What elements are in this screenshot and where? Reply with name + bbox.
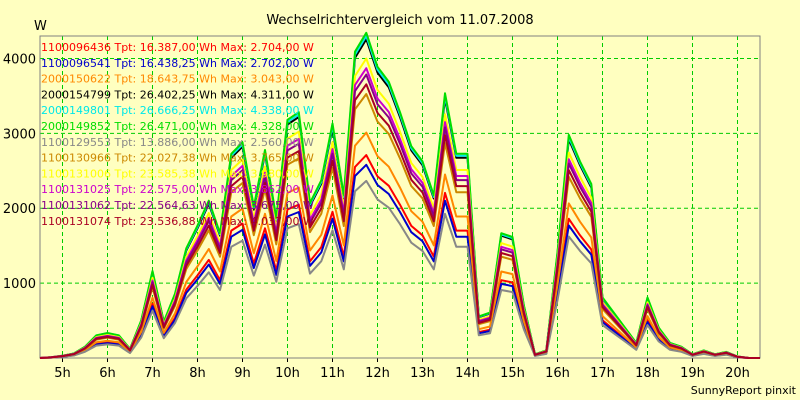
x-tick-label-6h: 6h <box>99 366 116 381</box>
x-tick-label-19h: 19h <box>680 366 705 381</box>
y-tick-label-2000: 2000 <box>3 202 36 217</box>
x-tick-label-7h: 7h <box>144 366 161 381</box>
legend-entry-2000149801: 2000149801 Tpt: 26.666,25 Wh Max: 4.338,… <box>41 104 314 117</box>
legend-entry-1100131025: 1100131025 Tpt: 22.575,00 Wh Max: 3.862,… <box>41 183 314 196</box>
x-tick-label-13h: 13h <box>410 366 435 381</box>
x-tick-label-15h: 15h <box>500 366 525 381</box>
x-tick-label-14h: 14h <box>455 366 480 381</box>
y-tick-label-4000: 4000 <box>3 52 36 67</box>
legend-entry-2000149852: 2000149852 Tpt: 26.471,00 Wh Max: 4.328,… <box>41 120 314 133</box>
credit-label: SunnyReport pinxit <box>691 384 797 397</box>
x-tick-label-12h: 12h <box>365 366 390 381</box>
legend-entry-1100096436: 1100096436 Tpt: 16.387,00 Wh Max: 2.704,… <box>41 41 314 54</box>
x-tick-label-11h: 11h <box>320 366 345 381</box>
plot-frame <box>39 35 761 359</box>
x-tick-label-5h: 5h <box>54 366 71 381</box>
x-tick-label-18h: 18h <box>635 366 660 381</box>
x-tick-label-10h: 10h <box>275 366 300 381</box>
x-tick-label-17h: 17h <box>590 366 615 381</box>
legend-entry-1100096541: 1100096541 Tpt: 16.438,25 Wh Max: 2.702,… <box>41 57 314 70</box>
legend: 1100096436 Tpt: 16.387,00 Wh Max: 2.704,… <box>41 41 314 228</box>
legend-entry-1100129553: 1100129553 Tpt: 13.886,00 Wh Max: 2.560,… <box>41 136 314 149</box>
x-tick-label-8h: 8h <box>189 366 206 381</box>
series-line-1100129553 <box>39 179 760 359</box>
x-axis-ticks: 5h 6h 7h 8h 9h 10h 11h 12h 13h 14h 15h 16h 17h 18h 19h… <box>54 366 750 381</box>
legend-entry-2000154799: 2000154799 Tpt: 26.402,25 Wh Max: 4.311,… <box>41 88 314 101</box>
y-axis-ticks: 1000 2000 3000 4000 <box>3 52 36 292</box>
series-line-2000150622 <box>39 131 760 359</box>
chart-title: Wechselrichtervergleich vom 11.07.2008 <box>266 13 533 28</box>
legend-entry-1100130966: 1100130966 Tpt: 22.027,38 Wh Max: 3.765,… <box>41 152 314 165</box>
y-tick-label-1000: 1000 <box>3 277 36 292</box>
y-tick-label-3000: 3000 <box>3 127 36 142</box>
x-tick-label-9h: 9h <box>234 366 251 381</box>
legend-entry-1100131074: 1100131074 Tpt: 23.536,88 Wh Max: 4.037,… <box>41 215 314 228</box>
x-tick-label-20h: 20h <box>725 366 750 381</box>
legend-entry-1100131062: 1100131062 Tpt: 22.564,63 Wh Max: 3.675,… <box>41 199 314 212</box>
y-axis-unit: W <box>34 19 47 34</box>
series-layer <box>39 31 760 359</box>
legend-entry-2000150622: 2000150622 Tpt: 18.643,75 Wh Max: 3.043,… <box>41 73 314 86</box>
x-tick-label-16h: 16h <box>545 366 570 381</box>
legend-entry-1100131006: 1100131006 Tpt: 23.585,38 Wh Max: 3.980,… <box>41 167 314 180</box>
series-line-1100131074 <box>39 83 760 359</box>
